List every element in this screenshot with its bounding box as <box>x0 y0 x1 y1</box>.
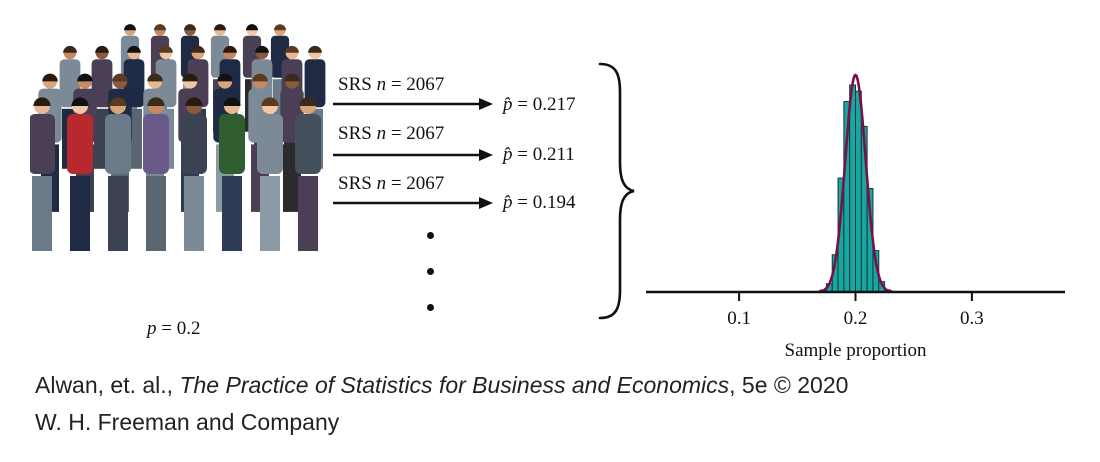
person-figure <box>105 97 131 251</box>
credit-book-title: The Practice of Statistics for Business … <box>179 372 730 398</box>
population-p-symbol: p <box>147 318 157 339</box>
sample-2-phat: p̂ = 0.211 <box>503 144 575 166</box>
ellipsis-dot-3 <box>427 304 434 311</box>
sample-3-phat-symbol: p̂ <box>503 192 513 213</box>
sample-1-n-value: = 2067 <box>390 74 445 95</box>
sample-2-n-symbol: n <box>376 123 387 144</box>
sample-3-label: SRS n = 2067 <box>338 173 444 195</box>
x-tick-label: 0.2 <box>844 308 868 329</box>
person-figure <box>67 97 93 251</box>
sample-1-n-symbol: n <box>376 74 387 95</box>
sample-2-phat-value: = 0.211 <box>517 144 575 165</box>
population-p-value: = 0.2 <box>161 318 201 339</box>
x-tick-label: 0.1 <box>727 308 751 329</box>
person-figure <box>295 97 321 251</box>
sample-1-srs: SRS <box>338 74 372 95</box>
ellipsis-dot-2 <box>427 268 434 275</box>
sample-3-phat: p̂ = 0.194 <box>503 192 575 214</box>
credit-line-1: Alwan, et. al., The Practice of Statisti… <box>35 372 848 399</box>
population-proportion-label: p = 0.2 <box>147 318 200 340</box>
sample-2-phat-symbol: p̂ <box>503 144 513 165</box>
crowd-illustration <box>30 24 326 251</box>
sample-2-n-value: = 2067 <box>390 123 445 144</box>
x-tick-label: 0.3 <box>960 308 984 329</box>
sample-1-label: SRS n = 2067 <box>338 74 444 96</box>
sample-1-phat-symbol: p̂ <box>503 94 513 115</box>
normal-curve <box>818 73 893 293</box>
sample-2-arrow <box>333 149 493 161</box>
sample-1-phat: p̂ = 0.217 <box>503 94 575 116</box>
credit-line-2: W. H. Freeman and Company <box>35 409 340 435</box>
person-figure <box>143 97 169 251</box>
credit-edition: , 5e © 2020 <box>729 372 849 398</box>
person-figure <box>181 97 207 251</box>
sample-3-n-value: = 2067 <box>390 173 445 194</box>
person-figure <box>257 97 283 251</box>
person-figure <box>219 97 245 251</box>
sample-3-n-symbol: n <box>376 173 387 194</box>
sample-1-phat-value: = 0.217 <box>517 94 576 115</box>
histogram-bar <box>855 90 862 293</box>
credit-authors: Alwan, et. al., <box>35 372 174 398</box>
sample-3-srs: SRS <box>338 173 372 194</box>
sample-2-label: SRS n = 2067 <box>338 123 444 145</box>
sample-3-phat-value: = 0.194 <box>517 192 576 213</box>
person-figure <box>30 97 55 251</box>
x-axis-label: Sample proportion <box>785 340 927 361</box>
sample-3-arrow <box>333 197 493 209</box>
sample-2-srs: SRS <box>338 123 372 144</box>
sample-1-arrow <box>333 98 493 110</box>
histogram-bar <box>849 84 857 293</box>
curly-brace <box>598 62 635 320</box>
sampling-distribution-chart: 0.1 0.2 0.3 Sample proportion <box>646 73 1065 361</box>
ellipsis-dot-1 <box>427 232 434 239</box>
